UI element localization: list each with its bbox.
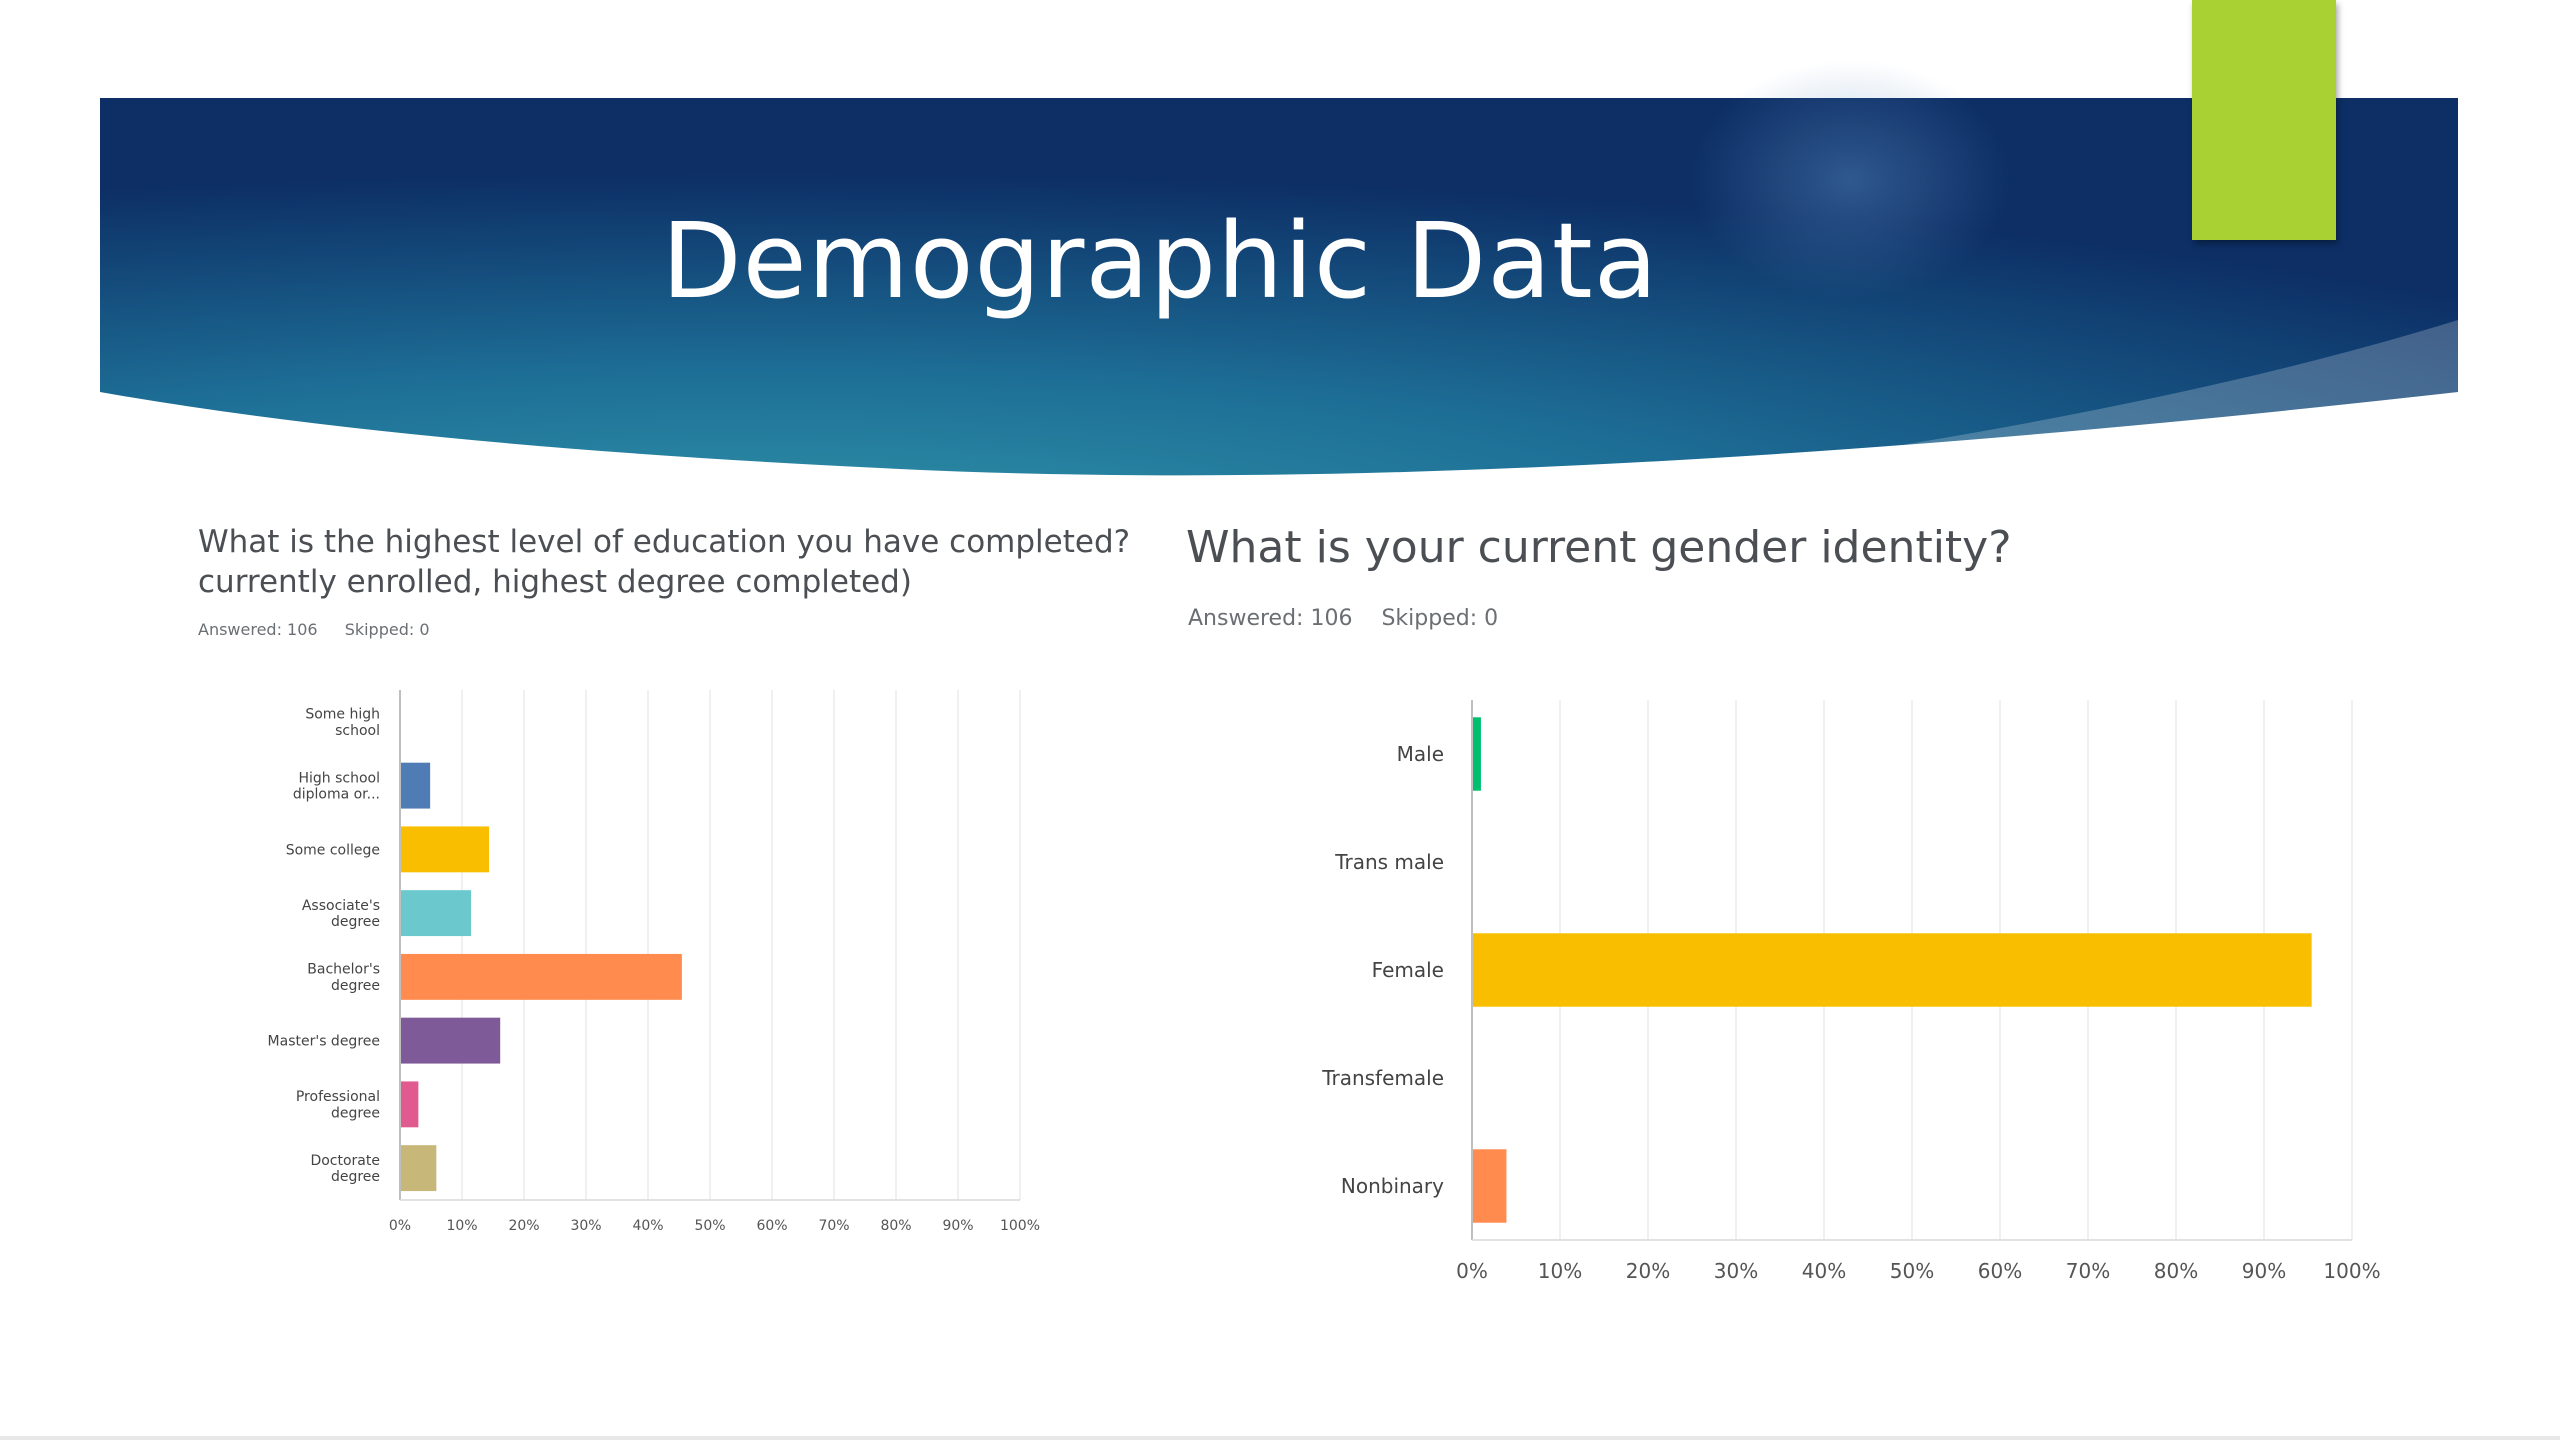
gender-x-tick-label: 90% (2242, 1259, 2286, 1283)
bottom-rule (0, 1436, 2560, 1440)
education-x-tick-label: 50% (694, 1218, 725, 1234)
education-skipped: Skipped: 0 (344, 620, 430, 639)
gender-category-label: Female (1372, 958, 1444, 982)
gender-skipped: Skipped: 0 (1381, 606, 1499, 631)
gender-x-tick-label: 20% (1626, 1259, 1670, 1283)
education-category-label: Bachelor's (307, 962, 380, 978)
education-response-stats: Answered: 106 Skipped: 0 (198, 620, 452, 639)
education-x-tick-label: 80% (880, 1218, 911, 1234)
gender-category-label: Trans male (1334, 850, 1444, 874)
gender-x-tick-label: 60% (1978, 1259, 2022, 1283)
education-category-label: degree (331, 1105, 380, 1121)
education-bar-chart: 0% 10% 20% 30% 40% 50% 60% 70% 80% 90% 100% Some hi… (268, 690, 1040, 1234)
education-x-tick-label: 20% (508, 1218, 539, 1234)
gender-category-label: Male (1397, 742, 1444, 766)
slide-title: Demographic Data (661, 200, 1659, 322)
gender-bar (1473, 717, 1481, 791)
education-category-label: degree (331, 1169, 380, 1185)
gender-x-tick-label: 80% (2154, 1259, 2198, 1283)
education-x-tick-label: 30% (570, 1218, 601, 1234)
gender-bar-chart: 0% 10% 20% 30% 40% 50% 60% 70% 80% 90% 100% Male Tra… (1321, 700, 2381, 1283)
education-x-tick-label: 100% (1000, 1218, 1040, 1234)
education-x-tick-label: 60% (756, 1218, 787, 1234)
gender-x-tick-label: 0% (1456, 1259, 1488, 1283)
education-bar (401, 953, 682, 1000)
gender-x-tick-label: 100% (2323, 1259, 2380, 1283)
education-bar (401, 826, 490, 873)
education-question-title: What is the highest level of education y… (198, 524, 1131, 600)
education-x-tick-label: 70% (818, 1218, 849, 1234)
gender-question-title: What is your current gender identity? (1186, 522, 2012, 573)
education-x-tick-label: 0% (389, 1218, 411, 1234)
title-banner (100, 60, 2458, 476)
education-category-label: degree (331, 978, 380, 994)
gender-x-tick-label: 50% (1890, 1259, 1934, 1283)
education-category-label: Associate's (302, 898, 380, 914)
gender-x-tick-label: 40% (1802, 1259, 1846, 1283)
education-category-label: diploma or... (293, 787, 380, 803)
education-category-label: Master's degree (268, 1034, 380, 1050)
education-x-tick-label: 40% (632, 1218, 663, 1234)
education-bar (401, 1017, 501, 1064)
gender-category-label: Nonbinary (1341, 1174, 1444, 1198)
gender-answered: Answered: 106 (1188, 606, 1353, 631)
education-category-label: Some high (305, 707, 380, 723)
gender-bar (1473, 933, 2312, 1007)
gender-response-stats: Answered: 106 Skipped: 0 (1188, 606, 1520, 631)
education-category-label: Doctorate (310, 1153, 380, 1169)
gender-x-tick-label: 70% (2066, 1259, 2110, 1283)
education-category-label: school (335, 723, 380, 739)
gender-x-tick-label: 30% (1714, 1259, 1758, 1283)
education-category-label: degree (331, 914, 380, 930)
education-bar (401, 762, 431, 809)
gender-x-tick-label: 10% (1538, 1259, 1582, 1283)
gender-category-label: Transfemale (1321, 1066, 1444, 1090)
accent-tab (2192, 0, 2336, 240)
education-category-label: Some college (286, 842, 380, 858)
education-bar (401, 1145, 437, 1192)
education-answered: Answered: 106 (198, 620, 318, 639)
education-category-label: Professional (296, 1089, 380, 1105)
education-category-label: High school (298, 770, 380, 786)
education-x-tick-label: 10% (446, 1218, 477, 1234)
gender-bar (1473, 1149, 1507, 1223)
education-bar (401, 1081, 419, 1128)
education-x-tick-label: 90% (942, 1218, 973, 1234)
education-bar (401, 890, 472, 937)
